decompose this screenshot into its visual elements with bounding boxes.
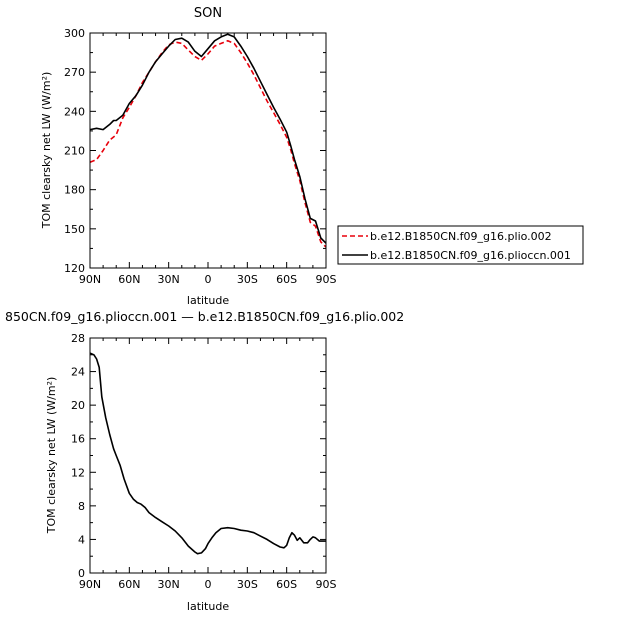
y-tick-label: 150: [64, 223, 85, 236]
x-tick-label: 30S: [237, 273, 258, 286]
x-tick-label: 30N: [158, 273, 180, 286]
legend-box: [337, 225, 584, 265]
x-axis-label: latitude: [187, 294, 229, 307]
x-tick-label: 30N: [158, 578, 180, 591]
y-tick-label: 210: [64, 145, 85, 158]
x-tick-label: 0: [205, 273, 212, 286]
y-tick-label: 300: [64, 27, 85, 40]
legend-label-plioccn: b.e12.B1850CN.f09_g16.plioccn.001: [370, 249, 571, 262]
y-tick-label: 120: [64, 262, 85, 275]
plot-frame: [89, 337, 327, 574]
x-tick-label: 90S: [316, 578, 337, 591]
chart-title: SON: [194, 6, 222, 21]
y-axis-label: TOM clearsky net LW (W/m²): [40, 72, 53, 230]
x-axis-label: latitude: [187, 600, 229, 613]
y-tick-label: 240: [64, 105, 85, 118]
legend: b.e12.B1850CN.f09_g16.plio.002 b.e12.B18…: [337, 225, 584, 265]
x-tick-label: 0: [205, 578, 212, 591]
chart-title: 850CN.f09_g16.plioccn.001 — b.e12.B1850C…: [5, 309, 404, 324]
panel-bottom: 850CN.f09_g16.plioccn.001 — b.e12.B1850C…: [5, 309, 404, 613]
x-tick-label: 30S: [237, 578, 258, 591]
y-tick-label: 24: [71, 366, 85, 379]
series-line-1: [89, 33, 327, 244]
y-tick-label: 12: [71, 466, 85, 479]
y-axis-label: TOM clearsky net LW (W/m²): [45, 377, 58, 535]
y-tick-label: 0: [78, 567, 85, 580]
x-tick-label: 60N: [118, 273, 140, 286]
y-tick-label: 180: [64, 184, 85, 197]
y-tick-label: 8: [78, 500, 85, 513]
y-tick-label: 16: [71, 433, 85, 446]
x-tick-label: 90N: [79, 578, 101, 591]
y-tick-label: 4: [78, 533, 85, 546]
y-tick-label: 28: [71, 332, 85, 345]
y-tick-label: 20: [71, 399, 85, 412]
y-tick-label: 270: [64, 66, 85, 79]
x-tick-label: 90N: [79, 273, 101, 286]
panel-top: SON 90N 60N 30N 0 30S 60S 90S 120 150 180 210 240 27…: [40, 6, 337, 307]
x-tick-label: 90S: [316, 273, 337, 286]
series-line-0: [89, 39, 327, 248]
x-tick-label: 60N: [118, 578, 140, 591]
legend-label-plio: b.e12.B1850CN.f09_g16.plio.002: [370, 230, 552, 243]
x-tick-label: 60S: [276, 578, 297, 591]
series-line-0: [89, 352, 326, 555]
x-tick-label: 60S: [276, 273, 297, 286]
